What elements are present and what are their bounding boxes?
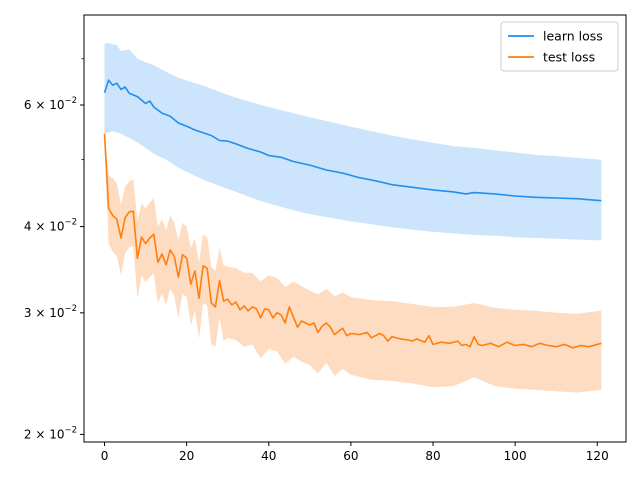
x-tick-label: 40	[261, 449, 276, 463]
y-tick-label: 2 × 10−2	[24, 425, 77, 441]
x-tick-label: 80	[425, 449, 440, 463]
x-tick-label: 60	[343, 449, 358, 463]
plot-frame	[83, 14, 627, 443]
y-tick-label: 3 × 10−2	[24, 304, 77, 320]
legend-label-test-loss: test loss	[543, 50, 595, 65]
learn-loss-band	[104, 43, 602, 241]
error-bands	[104, 43, 602, 393]
y-tick-label: 6 × 10−2	[24, 96, 77, 112]
test-loss-band	[104, 128, 602, 393]
test-loss-line	[103, 133, 602, 349]
legend-box	[500, 21, 619, 72]
y-tick-label: 4 × 10−2	[24, 218, 77, 234]
learn-loss-line	[103, 79, 602, 202]
x-tick-label: 20	[179, 449, 194, 463]
legend-label-learn-loss: learn loss	[543, 29, 603, 44]
x-tick-label: 120	[586, 449, 609, 463]
axes: 0 20 40 60 80 100 120 2 × 10−2 3 × 10−2 4 × 10−2 6…	[24, 14, 627, 463]
x-tick-label: 100	[504, 449, 527, 463]
legend: learn loss test loss	[500, 21, 619, 72]
x-tick-label: 0	[101, 449, 109, 463]
series-lines	[103, 79, 602, 349]
